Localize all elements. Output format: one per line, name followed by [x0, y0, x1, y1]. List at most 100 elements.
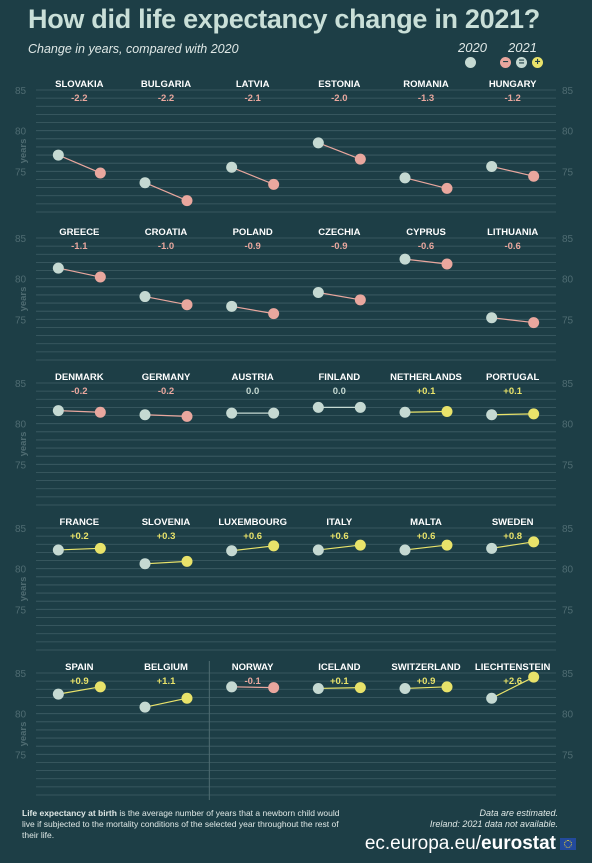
point-2021: [94, 681, 106, 693]
country-label: SWEDEN: [492, 517, 534, 528]
country-label: MALTA: [410, 517, 442, 528]
country-label: LATVIA: [236, 79, 270, 90]
country-label: HUNGARY: [489, 79, 537, 90]
y-tick-label-left: 80: [15, 565, 27, 576]
y-tick-label-right: 75: [562, 460, 574, 471]
point-2021: [528, 536, 540, 548]
y-tick-label-right: 80: [562, 127, 574, 138]
change-label: 0.0: [246, 386, 259, 397]
change-line: [144, 560, 188, 565]
y-tick-label-left: 80: [15, 127, 27, 138]
country-label: LUXEMBOURG: [218, 517, 287, 528]
point-2020: [486, 692, 498, 704]
y-tick-label-right: 75: [562, 605, 574, 616]
point-2020: [399, 253, 411, 265]
change-line: [231, 166, 274, 185]
country-label: SLOVENIA: [142, 517, 191, 528]
point-2021: [181, 299, 193, 311]
y-tick-label-right: 85: [562, 234, 574, 245]
change-line: [144, 295, 188, 306]
country-label: LITHUANIA: [487, 227, 538, 238]
point-2021: [354, 153, 366, 165]
point-2021: [268, 178, 280, 190]
country-label: DENMARK: [55, 372, 104, 383]
y-tick-label-right: 80: [562, 710, 574, 721]
point-2020: [226, 407, 238, 419]
change-line: [231, 545, 274, 552]
y-tick-label-left: 75: [15, 605, 27, 616]
point-2020: [486, 542, 498, 554]
change-line: [58, 410, 101, 413]
country-label: NETHERLANDS: [390, 372, 462, 383]
change-label: -0.6: [504, 241, 520, 252]
point-2020: [139, 291, 151, 303]
point-2020: [399, 406, 411, 418]
y-axis-label: years: [18, 432, 29, 457]
footnote: Life expectancy at birth is the average …: [22, 808, 352, 841]
y-tick-label-left: 80: [15, 275, 27, 286]
change-line: [58, 686, 101, 695]
change-label: -0.2: [158, 386, 174, 397]
change-line: [491, 541, 534, 549]
change-label: -0.6: [418, 241, 434, 252]
y-tick-label-right: 80: [562, 420, 574, 431]
point-2021: [268, 682, 280, 694]
point-2020: [52, 405, 64, 417]
change-label: +0.9: [417, 676, 436, 687]
change-label: +0.6: [243, 531, 262, 542]
y-tick-label-left: 85: [15, 669, 27, 680]
point-2021: [268, 540, 280, 552]
y-tick-label-left: 80: [15, 420, 27, 431]
change-line: [318, 142, 361, 160]
chart-subtitle: Change in years, compared with 2020: [28, 42, 239, 56]
country-label: CZECHIA: [318, 227, 360, 238]
change-label: +0.6: [417, 531, 436, 542]
y-tick-label-right: 85: [562, 669, 574, 680]
change-label: -0.9: [244, 241, 260, 252]
point-2020: [399, 682, 411, 694]
y-tick-label-left: 75: [15, 460, 27, 471]
y-tick-label-right: 85: [562, 524, 574, 535]
y-axis-label: years: [18, 139, 29, 164]
y-tick-label-left: 75: [15, 167, 27, 178]
change-line: [491, 165, 534, 177]
eurostat-brand: ec.europa.eu/eurostat: [365, 833, 556, 855]
point-2021: [354, 682, 366, 694]
change-label: +1.1: [157, 676, 176, 687]
point-2021: [94, 167, 106, 179]
point-2021: [441, 681, 453, 693]
point-2020: [399, 544, 411, 556]
point-2021: [354, 401, 366, 413]
y-tick-label-right: 75: [562, 750, 574, 761]
change-line: [404, 410, 448, 413]
point-2020: [52, 544, 64, 556]
change-label: +0.3: [157, 531, 176, 542]
change-label: -1.1: [71, 241, 88, 252]
change-label: 0.0: [333, 386, 346, 397]
change-line: [404, 544, 448, 551]
point-2021: [354, 294, 366, 306]
change-line: [491, 676, 534, 699]
chart-title: How did life expectancy change in 2021?: [28, 4, 540, 34]
point-2021: [94, 542, 106, 554]
country-label: LIECHTENSTEIN: [475, 662, 551, 673]
change-label: -2.2: [158, 93, 174, 104]
change-line: [144, 182, 188, 202]
country-label: ICELAND: [318, 662, 360, 673]
y-axis-label: years: [18, 577, 29, 602]
point-2020: [139, 177, 151, 189]
y-tick-label-right: 75: [562, 167, 574, 178]
point-2021: [441, 182, 453, 194]
change-label: -0.2: [71, 386, 87, 397]
point-2021: [181, 692, 193, 704]
brand-url: ec.europa.eu/: [364, 833, 482, 854]
point-2020: [52, 149, 64, 161]
change-line: [491, 413, 534, 416]
y-tick-label-right: 80: [562, 565, 574, 576]
point-2020: [226, 545, 238, 557]
change-line: [58, 154, 101, 174]
footnote-term: Life expectancy at birth: [22, 808, 117, 818]
point-2020: [226, 681, 238, 693]
y-tick-label-left: 85: [15, 86, 27, 97]
country-label: GREECE: [59, 227, 99, 238]
